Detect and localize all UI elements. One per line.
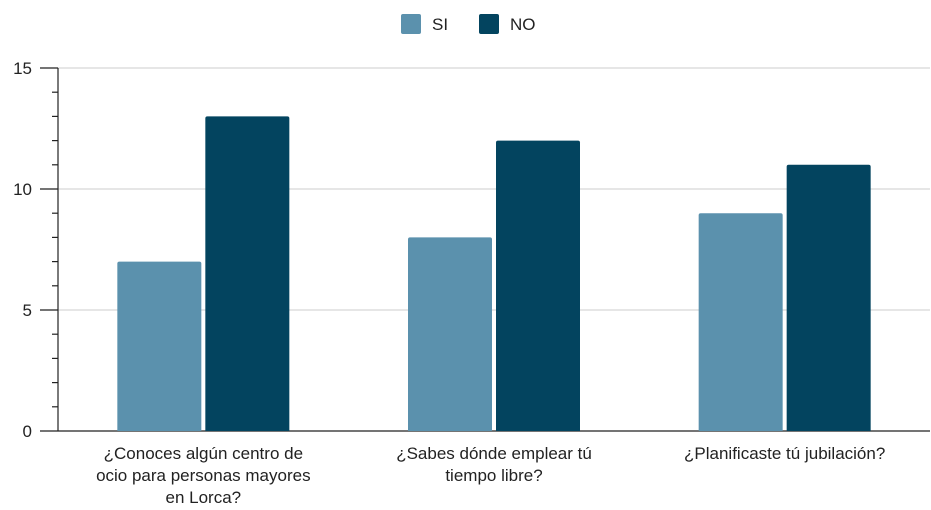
legend-label-si: SI bbox=[432, 15, 448, 34]
legend-label-no: NO bbox=[510, 15, 536, 34]
bar-si-1 bbox=[117, 261, 202, 431]
x-category-label-line: ocio para personas mayores bbox=[96, 466, 311, 485]
y-tick-label: 0 bbox=[23, 422, 32, 441]
x-category-label: ¿Conoces algún centro de ocio para person… bbox=[96, 444, 311, 507]
bar-si-2 bbox=[408, 237, 492, 431]
bar-si-3 bbox=[698, 213, 783, 431]
x-category-label-line: en Lorca? bbox=[166, 488, 242, 507]
x-category-label-line: tiempo libre? bbox=[445, 466, 542, 485]
bar-no-3 bbox=[786, 164, 871, 432]
legend: SI NO bbox=[401, 14, 536, 34]
gridlines bbox=[58, 67, 930, 311]
bar-no-2 bbox=[496, 140, 580, 431]
y-tick-label: 5 bbox=[23, 301, 32, 320]
legend-swatch-no bbox=[479, 14, 499, 34]
x-category-label: ¿Sabes dónde emplear tú tiempo libre? bbox=[396, 444, 592, 485]
y-axis: 0 5 10 15 bbox=[13, 59, 930, 441]
x-axis-labels: ¿Conoces algún centro de ocio para person… bbox=[96, 444, 885, 507]
bar-no-1 bbox=[205, 116, 290, 432]
x-category-label-line: ¿Sabes dónde emplear tú bbox=[396, 444, 592, 463]
legend-swatch-si bbox=[401, 14, 421, 34]
x-category-label-line: ¿Planificaste tú jubilación? bbox=[684, 444, 885, 463]
bars bbox=[117, 116, 871, 432]
x-category-label-line: ¿Conoces algún centro de bbox=[104, 444, 303, 463]
y-tick-label: 15 bbox=[13, 59, 32, 78]
y-tick-label: 10 bbox=[13, 180, 32, 199]
x-category-label: ¿Planificaste tú jubilación? bbox=[684, 444, 885, 463]
